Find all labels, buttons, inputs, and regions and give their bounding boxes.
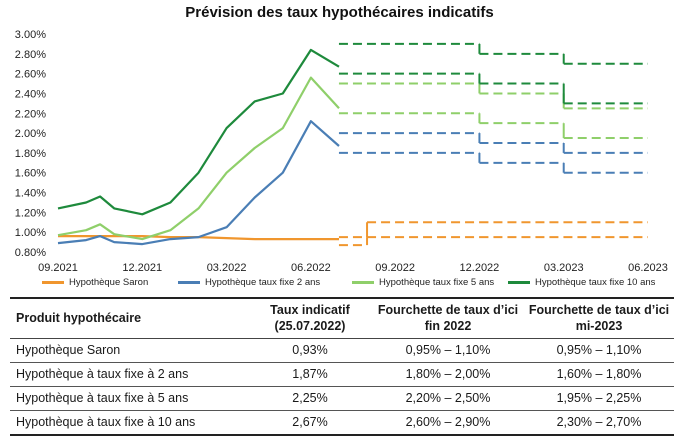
- table-cell-range-2023: 0,95% – 1,10%: [524, 338, 674, 363]
- series-line-2: [57, 120, 340, 246]
- series-line-4: [57, 48, 340, 216]
- table-header-row: Produit hypothécaire Taux indicatif (25.…: [10, 297, 674, 339]
- chart-title: Prévision des taux hypothécaires indicat…: [185, 4, 494, 21]
- table-cell-rate: 1,87%: [248, 362, 372, 387]
- y-tick-label: 1.20%: [15, 207, 46, 219]
- table-cell-range-2023: 1,60% – 1,80%: [524, 362, 674, 387]
- y-tick-label: 1.40%: [15, 188, 46, 200]
- table-cell-range-2022: 1,80% – 2,00%: [372, 362, 524, 387]
- y-tick-label: 2.20%: [15, 108, 46, 120]
- legend-item-fixed-2y: Hypothèque taux fixe 2 ans: [178, 277, 320, 288]
- table-cell-range-2023: 1,95% – 2,25%: [524, 386, 674, 411]
- rates-table: Produit hypothécaire Taux indicatif (25.…: [10, 297, 674, 436]
- x-tick-label: 03.2022: [207, 262, 247, 274]
- table-row: Hypothèque à taux fixe à 5 ans 2,25% 2,2…: [10, 386, 674, 411]
- table-cell-rate: 2,25%: [248, 386, 372, 411]
- legend-label: Hypothèque taux fixe 2 ans: [205, 277, 321, 288]
- table-header-indicative-rate: Taux indicatif (25.07.2022): [248, 297, 372, 339]
- table-header-range-end-2022: Fourchette de taux d’ici fin 2022: [372, 297, 524, 339]
- legend-label: Hypothèque taux fixe 5 ans: [379, 277, 495, 288]
- x-tick-label: 03.2023: [544, 262, 584, 274]
- legend-item-saron: Hypothèque Saron: [42, 277, 148, 288]
- legend-swatch: [508, 281, 530, 284]
- table-cell-product: Hypothèque à taux fixe à 10 ans: [10, 410, 248, 436]
- legend-swatch: [352, 281, 374, 284]
- table-row: Hypothèque à taux fixe à 2 ans 1,87% 1,8…: [10, 362, 674, 387]
- table-row: Hypothèque Saron 0,93% 0,95% – 1,10% 0,9…: [10, 338, 674, 363]
- y-tick-label: 3.00%: [15, 29, 46, 41]
- table-cell-range-2023: 2,30% – 2,70%: [524, 410, 674, 436]
- x-tick-label: 09.2022: [375, 262, 415, 274]
- series-line-3: [57, 76, 340, 241]
- x-tick-label: 06.2022: [291, 262, 331, 274]
- x-tick-label: 06.2023: [628, 262, 668, 274]
- table-cell-range-2022: 2,60% – 2,90%: [372, 410, 524, 436]
- y-tick-label: 2.80%: [15, 49, 46, 61]
- y-tick-label: 1.80%: [15, 148, 46, 160]
- y-tick-label: 0.80%: [15, 247, 46, 259]
- y-tick-label: 2.40%: [15, 88, 46, 100]
- table-cell-range-2022: 0,95% – 1,10%: [372, 338, 524, 363]
- legend-swatch: [178, 281, 200, 284]
- table-cell-product: Hypothèque à taux fixe à 5 ans: [10, 386, 248, 411]
- table-cell-product: Hypothèque Saron: [10, 338, 248, 363]
- legend-swatch: [42, 281, 64, 284]
- y-tick-label: 1.60%: [15, 168, 46, 180]
- chart-legend: Hypothèque Saron Hypothèque taux fixe 2 …: [0, 277, 679, 291]
- table-header-range-mid-2023: Fourchette de taux d’ici mi-2023: [524, 297, 674, 339]
- legend-item-fixed-5y: Hypothèque taux fixe 5 ans: [352, 277, 494, 288]
- table-cell-rate: 0,93%: [248, 338, 372, 363]
- table-cell-rate: 2,67%: [248, 410, 372, 436]
- legend-item-fixed-10y: Hypothèque taux fixe 10 ans: [508, 277, 655, 288]
- x-tick-label: 12.2021: [122, 262, 162, 274]
- x-tick-label: 12.2022: [460, 262, 500, 274]
- legend-label: Hypothèque taux fixe 10 ans: [535, 277, 656, 288]
- legend-label: Hypothèque Saron: [69, 277, 149, 288]
- x-tick-label: 09.2021: [38, 262, 78, 274]
- chart-plot: 0.80% 1.00% 1.20% 1.40% 1.60% 1.80% 2.00% 2.20%…: [15, 29, 668, 274]
- table-cell-range-2022: 2,20% – 2,50%: [372, 386, 524, 411]
- y-tick-label: 1.00%: [15, 227, 46, 239]
- table-cell-product: Hypothèque à taux fixe à 2 ans: [10, 362, 248, 387]
- y-tick-label: 2.00%: [15, 128, 46, 140]
- table-row: Hypothèque à taux fixe à 10 ans 2,67% 2,…: [10, 410, 674, 436]
- table-header-product: Produit hypothécaire: [10, 297, 248, 339]
- y-tick-label: 2.60%: [15, 69, 46, 81]
